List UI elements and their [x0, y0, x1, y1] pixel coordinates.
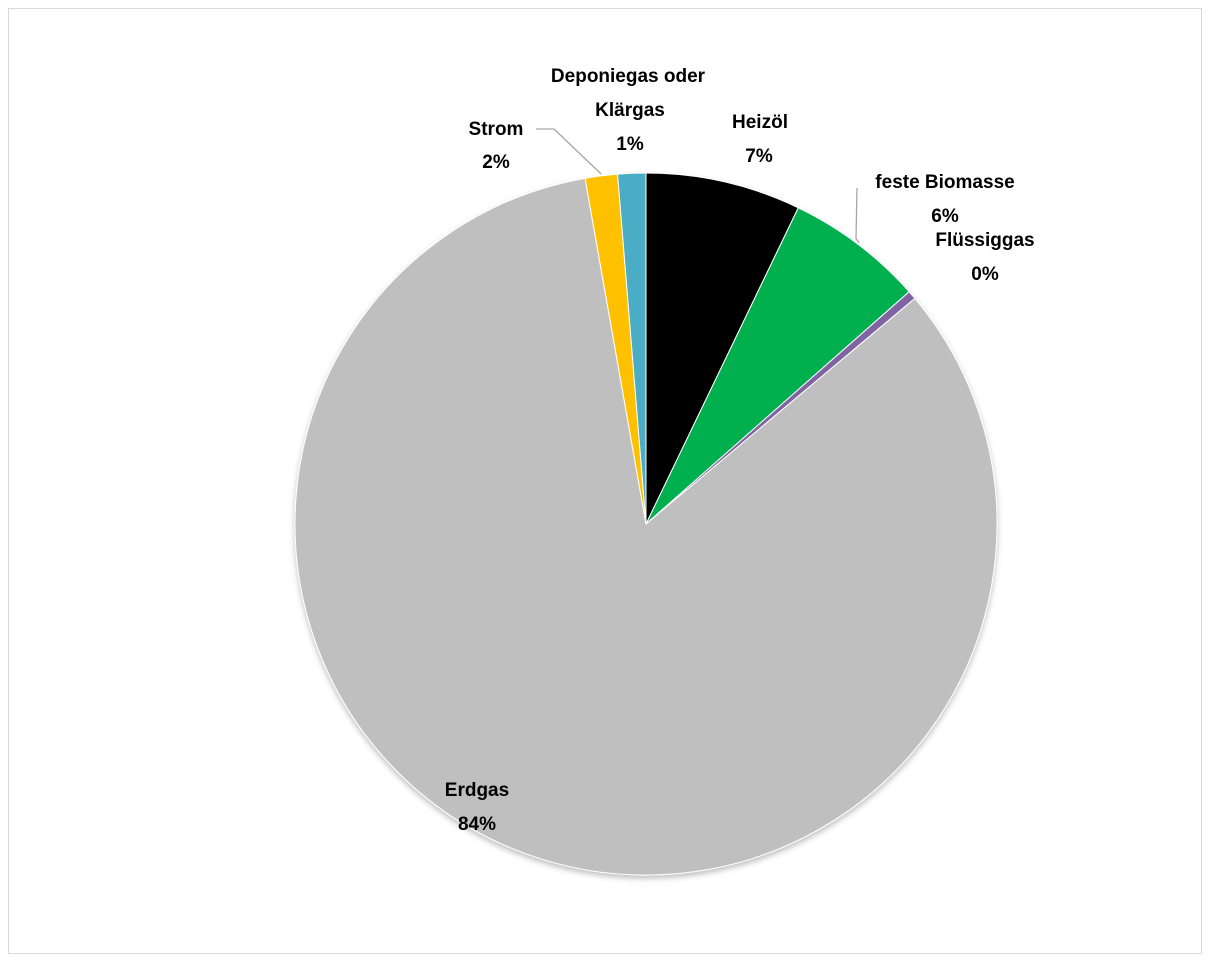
leader-line-strom — [536, 128, 602, 175]
data-label-heizoel: Heizöl — [732, 112, 788, 133]
data-label-percent-feste-biomasse: 6% — [931, 206, 959, 227]
pie-slice-deponiegas-oder-klaergas — [617, 172, 647, 525]
pie-slice-feste-biomasse — [645, 207, 910, 525]
data-label-erdgas: Erdgas — [445, 780, 509, 801]
data-label-deponiegas-oder-klaergas: Deponiegas oder — [551, 66, 706, 87]
data-label-percent-heizoel: 7% — [745, 146, 773, 167]
data-label-percent-strom: 2% — [482, 152, 510, 173]
data-label-percent-erdgas: 84% — [458, 814, 496, 835]
data-label-percent-fluessiggas: 0% — [971, 264, 999, 285]
leader-lines — [536, 128, 860, 244]
data-label-deponiegas-oder-klaergas: Klärgas — [595, 100, 665, 121]
data-labels: Heizöl 7% feste Biomasse 6% Flüssiggas 0% Erdg… — [445, 66, 1035, 835]
pie-slice-erdgas — [294, 177, 998, 876]
data-label-fluessiggas: Flüssiggas — [935, 230, 1034, 251]
data-label-percent-deponiegas-oder-klaergas: 1% — [616, 134, 644, 155]
pie-slices — [294, 172, 998, 876]
pie-slice-heizoel — [645, 172, 799, 525]
leader-line-feste-biomasse — [855, 187, 860, 244]
data-label-feste-biomasse: feste Biomasse — [875, 172, 1014, 193]
data-label-strom: Strom — [469, 119, 524, 140]
